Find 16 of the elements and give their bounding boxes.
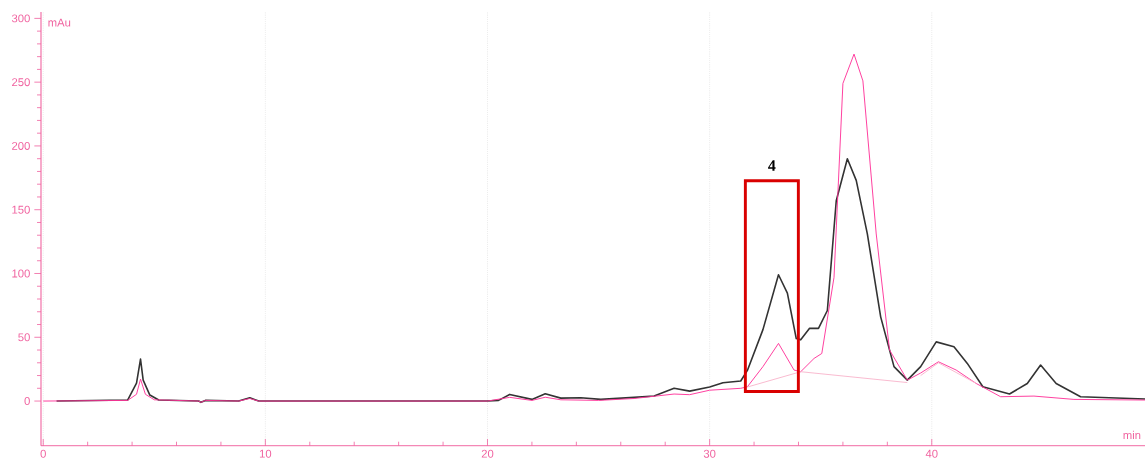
x-tick-label: 30 [703,449,716,458]
x-tick-label: 10 [259,449,272,458]
y-tick-label: 50 [18,333,30,342]
line-series [42,53,1145,403]
x-tick-label: 40 [925,449,938,458]
y-tick-label: 100 [12,269,30,278]
x-axis-title: min [1123,430,1141,440]
y-tick-label: 300 [11,14,30,23]
x-tick-label: 20 [481,449,494,458]
annotation: 4 [768,160,776,171]
y-axis-title: mAu [48,18,71,27]
y-tick-label: 0 [24,397,30,406]
x-tick-label: 0 [40,449,46,458]
y-tick-label: 150 [12,205,30,214]
y-tick-label: 200 [12,141,30,150]
y-tick-label: 250 [12,78,30,87]
